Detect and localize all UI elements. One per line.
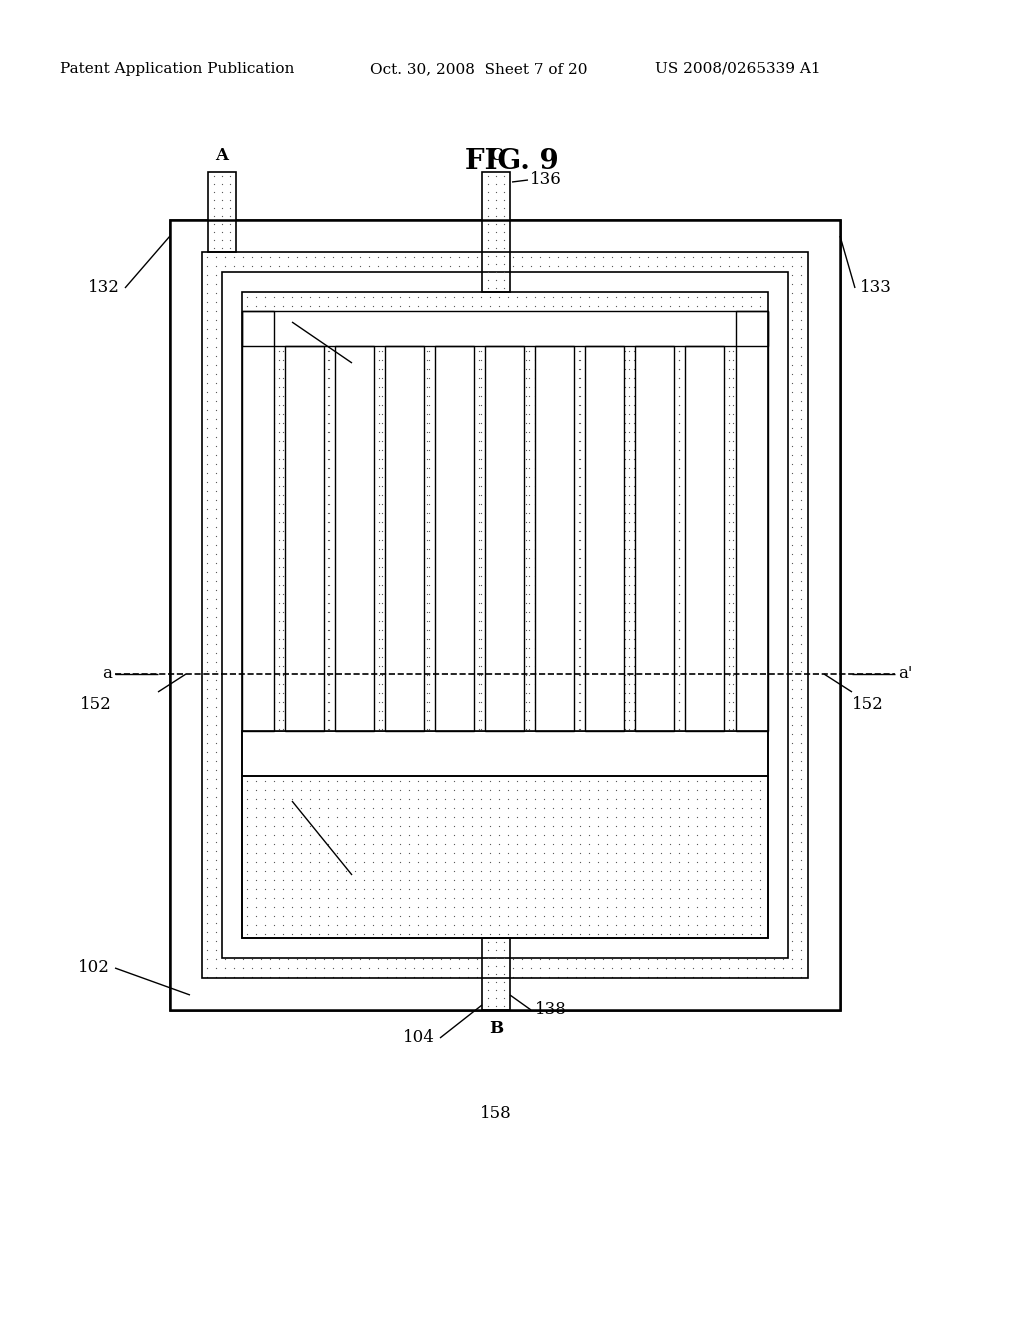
Bar — [585, 346, 624, 731]
Bar — [242, 312, 500, 346]
Bar — [510, 312, 768, 346]
Bar — [574, 346, 585, 731]
Text: B: B — [699, 680, 709, 690]
Bar — [482, 939, 510, 1010]
Text: US 2008/0265339 A1: US 2008/0265339 A1 — [655, 62, 820, 77]
Bar — [385, 312, 424, 731]
Bar — [435, 312, 474, 731]
Bar — [635, 346, 674, 731]
Bar — [208, 172, 236, 252]
Bar — [736, 312, 768, 731]
Bar — [170, 252, 202, 978]
Text: 166: 166 — [330, 350, 361, 367]
Bar — [808, 252, 840, 978]
Text: 104: 104 — [403, 1030, 435, 1047]
Bar — [242, 292, 768, 939]
Text: C: C — [649, 680, 658, 690]
Bar — [242, 776, 768, 939]
Text: 152: 152 — [80, 696, 112, 713]
Bar — [482, 172, 510, 292]
Bar — [724, 346, 736, 731]
Bar — [685, 346, 724, 731]
Bar — [274, 346, 285, 731]
Bar — [242, 312, 274, 731]
Bar — [335, 346, 374, 731]
Text: C: C — [550, 680, 558, 690]
Bar — [242, 776, 768, 939]
Text: 152: 152 — [852, 696, 884, 713]
Text: a: a — [102, 665, 112, 682]
Text: Patent Application Publication: Patent Application Publication — [60, 62, 294, 77]
Bar — [170, 220, 840, 1010]
Text: 168: 168 — [330, 862, 361, 879]
Text: 133: 133 — [860, 280, 892, 297]
Bar — [242, 312, 768, 346]
Bar — [535, 346, 574, 731]
Text: Oct. 30, 2008  Sheet 7 of 20: Oct. 30, 2008 Sheet 7 of 20 — [370, 62, 588, 77]
Bar — [202, 252, 808, 978]
Bar — [524, 346, 535, 731]
Text: A: A — [254, 680, 262, 690]
Text: B: B — [500, 680, 509, 690]
Bar — [685, 312, 724, 731]
Text: 136: 136 — [530, 172, 562, 189]
Text: A: A — [215, 147, 228, 164]
Bar — [768, 292, 788, 939]
Bar — [674, 346, 685, 731]
Bar — [222, 272, 788, 958]
Bar — [208, 172, 236, 252]
Bar — [385, 346, 424, 731]
Bar — [242, 731, 768, 776]
Text: 158: 158 — [480, 1105, 512, 1122]
Bar — [335, 312, 374, 731]
Text: FIG. 9: FIG. 9 — [465, 148, 559, 176]
Bar — [374, 346, 385, 731]
Text: 102: 102 — [78, 960, 110, 977]
Bar — [242, 312, 768, 346]
Text: a': a' — [898, 665, 912, 682]
Bar — [474, 346, 485, 731]
Bar — [242, 292, 768, 731]
Bar — [242, 312, 274, 731]
Bar — [485, 346, 524, 731]
Text: 138: 138 — [535, 1002, 567, 1019]
Bar — [170, 220, 840, 252]
Text: C: C — [349, 680, 358, 690]
Bar — [170, 220, 840, 1010]
Text: A: A — [748, 680, 757, 690]
Bar — [482, 939, 510, 1010]
Text: C: C — [450, 680, 459, 690]
Bar — [222, 292, 242, 939]
Bar — [736, 312, 768, 731]
Bar — [585, 312, 624, 731]
Text: B: B — [488, 1020, 503, 1038]
Bar — [624, 346, 635, 731]
Text: C: C — [489, 147, 503, 164]
Bar — [324, 346, 335, 731]
Text: 132: 132 — [88, 280, 120, 297]
Bar — [485, 312, 524, 731]
Text: B: B — [299, 680, 308, 690]
Bar — [222, 939, 788, 958]
Bar — [170, 978, 840, 1010]
Bar — [285, 312, 324, 731]
Bar — [435, 346, 474, 731]
Bar — [424, 346, 435, 731]
Bar — [222, 272, 788, 292]
Text: B: B — [399, 680, 409, 690]
Bar — [482, 172, 510, 292]
Bar — [535, 312, 574, 731]
Bar — [242, 292, 768, 939]
Bar — [285, 346, 324, 731]
Bar — [635, 312, 674, 731]
Text: B: B — [599, 680, 608, 690]
Bar — [202, 252, 808, 978]
Bar — [242, 731, 768, 776]
